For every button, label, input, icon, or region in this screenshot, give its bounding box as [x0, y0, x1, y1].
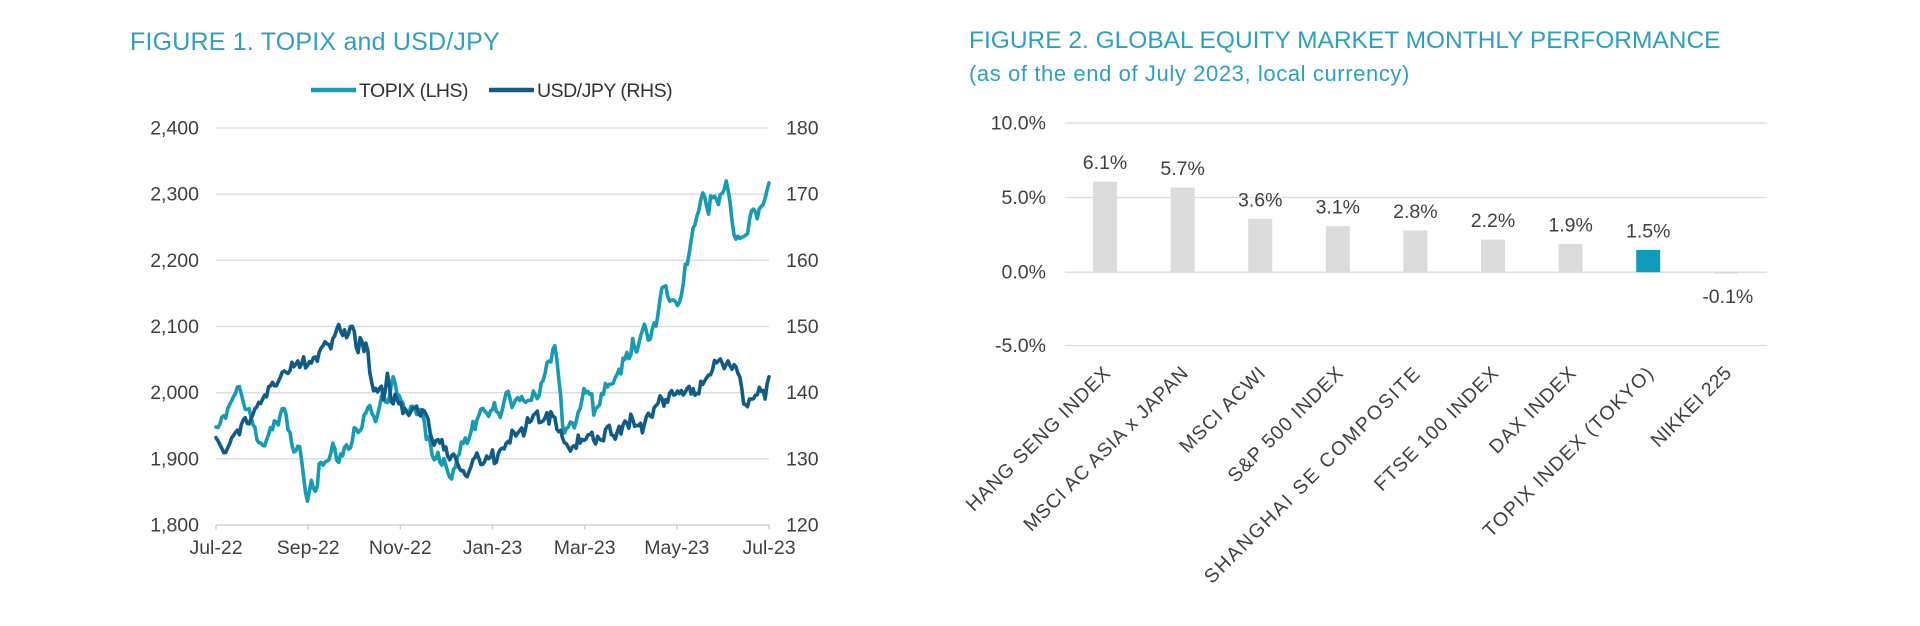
- svg-text:Jul-23: Jul-23: [742, 537, 795, 559]
- svg-text:5.0%: 5.0%: [1002, 187, 1046, 209]
- svg-text:1.9%: 1.9%: [1548, 215, 1592, 237]
- svg-text:1,800: 1,800: [150, 515, 199, 537]
- svg-text:3.1%: 3.1%: [1316, 197, 1360, 219]
- svg-text:2,100: 2,100: [150, 316, 199, 338]
- svg-text:180: 180: [786, 118, 819, 140]
- svg-text:-5.0%: -5.0%: [995, 335, 1046, 357]
- svg-text:5.7%: 5.7%: [1160, 158, 1204, 180]
- svg-text:HANG SENG INDEX: HANG SENG INDEX: [962, 362, 1116, 516]
- svg-text:1,900: 1,900: [150, 448, 199, 470]
- svg-text:Jul-22: Jul-22: [189, 537, 242, 559]
- svg-text:NIKKEI 225: NIKKEI 225: [1647, 362, 1737, 452]
- svg-text:2,400: 2,400: [150, 118, 199, 140]
- svg-text:130: 130: [786, 448, 819, 470]
- svg-text:6.1%: 6.1%: [1083, 152, 1127, 174]
- svg-text:MSCI AC ASIA x JAPAN: MSCI AC ASIA x JAPAN: [1019, 362, 1193, 536]
- svg-text:10.0%: 10.0%: [991, 113, 1046, 135]
- svg-text:120: 120: [786, 515, 819, 537]
- svg-text:140: 140: [786, 382, 819, 404]
- svg-text:2,000: 2,000: [150, 382, 199, 404]
- svg-text:May-23: May-23: [644, 537, 709, 559]
- svg-text:Sep-22: Sep-22: [277, 537, 340, 559]
- svg-text:2,300: 2,300: [150, 184, 199, 206]
- svg-text:TOPIX (LHS): TOPIX (LHS): [359, 80, 468, 102]
- svg-text:Nov-22: Nov-22: [369, 537, 432, 559]
- svg-text:Jan-23: Jan-23: [463, 537, 523, 559]
- svg-text:3.6%: 3.6%: [1238, 189, 1282, 211]
- svg-text:1.5%: 1.5%: [1626, 220, 1670, 242]
- svg-text:USD/JPY (RHS): USD/JPY (RHS): [537, 80, 672, 102]
- svg-text:Mar-23: Mar-23: [554, 537, 616, 559]
- svg-text:2,200: 2,200: [150, 250, 199, 272]
- svg-text:0.0%: 0.0%: [1002, 262, 1046, 284]
- svg-text:-0.1%: -0.1%: [1702, 286, 1753, 308]
- svg-text:150: 150: [786, 316, 819, 338]
- svg-text:2.8%: 2.8%: [1393, 201, 1437, 223]
- svg-text:160: 160: [786, 250, 819, 272]
- svg-text:2.2%: 2.2%: [1471, 210, 1515, 232]
- svg-text:170: 170: [786, 184, 819, 206]
